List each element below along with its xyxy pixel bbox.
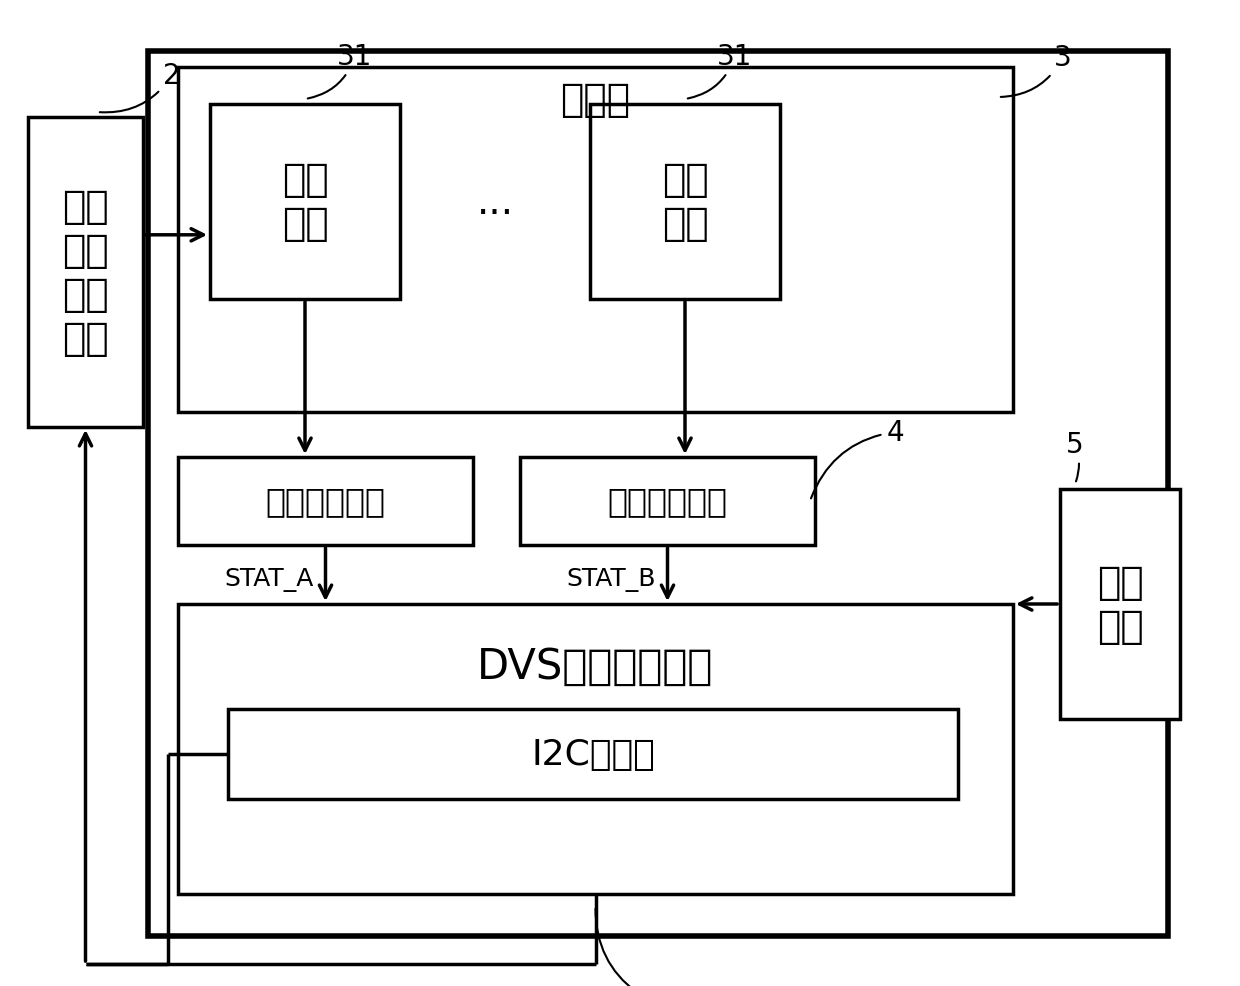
Bar bbox=[148, 52, 1168, 936]
Bar bbox=[179, 604, 1013, 894]
Text: STAT_B: STAT_B bbox=[565, 567, 656, 592]
Text: 电源
管理
集成
电路: 电源 管理 集成 电路 bbox=[62, 187, 109, 358]
Bar bbox=[179, 458, 472, 545]
Bar bbox=[590, 105, 780, 300]
Bar bbox=[210, 105, 401, 300]
Text: ...: ... bbox=[476, 183, 513, 221]
Text: 31: 31 bbox=[688, 43, 753, 100]
Text: 31: 31 bbox=[308, 43, 373, 100]
Text: 电压域: 电压域 bbox=[560, 81, 631, 119]
Bar bbox=[179, 68, 1013, 412]
Text: 功率
模块: 功率 模块 bbox=[662, 162, 708, 244]
Text: DVS电压控制装置: DVS电压控制装置 bbox=[477, 646, 714, 687]
Text: 2: 2 bbox=[99, 62, 181, 113]
Text: 功率域控制器: 功率域控制器 bbox=[265, 485, 386, 518]
Text: STAT_A: STAT_A bbox=[224, 567, 314, 592]
Bar bbox=[228, 709, 959, 800]
Text: 5: 5 bbox=[1066, 431, 1084, 482]
Text: 协处
理器: 协处 理器 bbox=[1096, 563, 1143, 646]
Bar bbox=[520, 458, 815, 545]
Text: 功率
模块: 功率 模块 bbox=[281, 162, 329, 244]
Bar bbox=[29, 118, 143, 428]
Text: I2C控制器: I2C控制器 bbox=[531, 738, 655, 771]
Text: 3: 3 bbox=[1001, 44, 1071, 98]
Bar bbox=[1060, 489, 1180, 719]
Text: 1: 1 bbox=[595, 909, 660, 986]
Text: 4: 4 bbox=[811, 419, 904, 499]
Text: 功率域控制器: 功率域控制器 bbox=[608, 485, 728, 518]
